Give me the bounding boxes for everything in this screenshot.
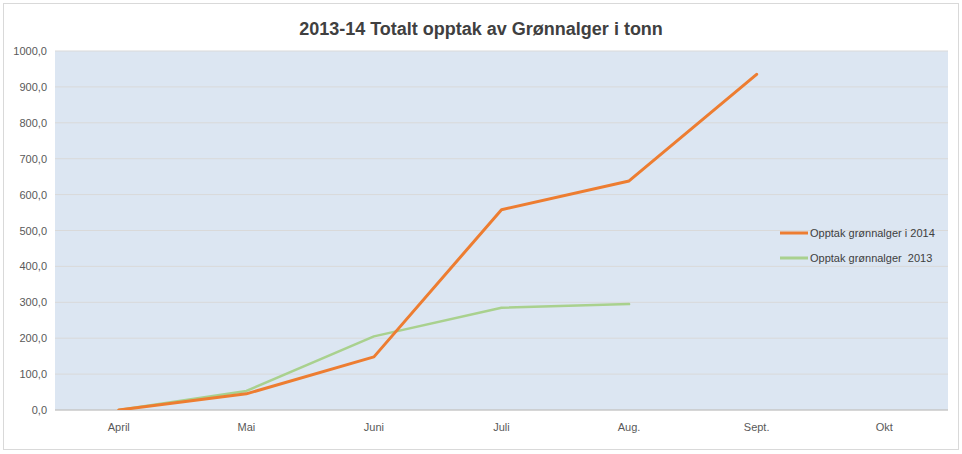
grid-line [55, 302, 948, 303]
grid-line [55, 374, 948, 375]
y-tick-label: 1000,0 [13, 45, 47, 57]
y-tick-label: 500,0 [19, 225, 47, 237]
x-tick-label: Juni [364, 421, 384, 433]
y-tick-label: 0,0 [32, 404, 47, 416]
grid-line [55, 338, 948, 339]
grid-line [55, 51, 948, 52]
y-tick-label: 100,0 [19, 368, 47, 380]
legend-swatch [780, 232, 808, 235]
grid-line [55, 410, 948, 411]
series-line [119, 74, 757, 410]
grid-line [55, 86, 948, 87]
x-tick-label: Juli [493, 421, 510, 433]
chart-frame [4, 4, 959, 450]
grid-line [55, 266, 948, 267]
y-tick-label: 800,0 [19, 117, 47, 129]
y-tick-label: 200,0 [19, 332, 47, 344]
title: 2013-14 Totalt opptak av Grønnalger i to… [299, 19, 663, 39]
x-tick-label: Sept. [744, 421, 770, 433]
plot-area [55, 51, 948, 410]
x-tick-label: Mai [237, 421, 255, 433]
x-tick-label: April [108, 421, 130, 433]
legend-label: Opptak grønnalger i 2014 [810, 227, 935, 239]
x-tick-label: Aug. [618, 421, 641, 433]
y-tick-label: 700,0 [19, 153, 47, 165]
y-tick-label: 400,0 [19, 260, 47, 272]
legend-label: Opptak grønnalger 2013 [810, 252, 932, 264]
chart: 2013-14 Totalt opptak av Grønnalger i to… [0, 0, 962, 454]
x-tick-label: Okt [876, 421, 893, 433]
grid-line [55, 194, 948, 195]
y-tick-label: 900,0 [19, 81, 47, 93]
grid-line [55, 122, 948, 123]
x-axis [55, 410, 948, 411]
y-tick-label: 600,0 [19, 189, 47, 201]
y-tick-label: 300,0 [19, 296, 47, 308]
series-group [119, 74, 757, 410]
grid-line [55, 158, 948, 159]
legend-swatch [780, 257, 808, 260]
